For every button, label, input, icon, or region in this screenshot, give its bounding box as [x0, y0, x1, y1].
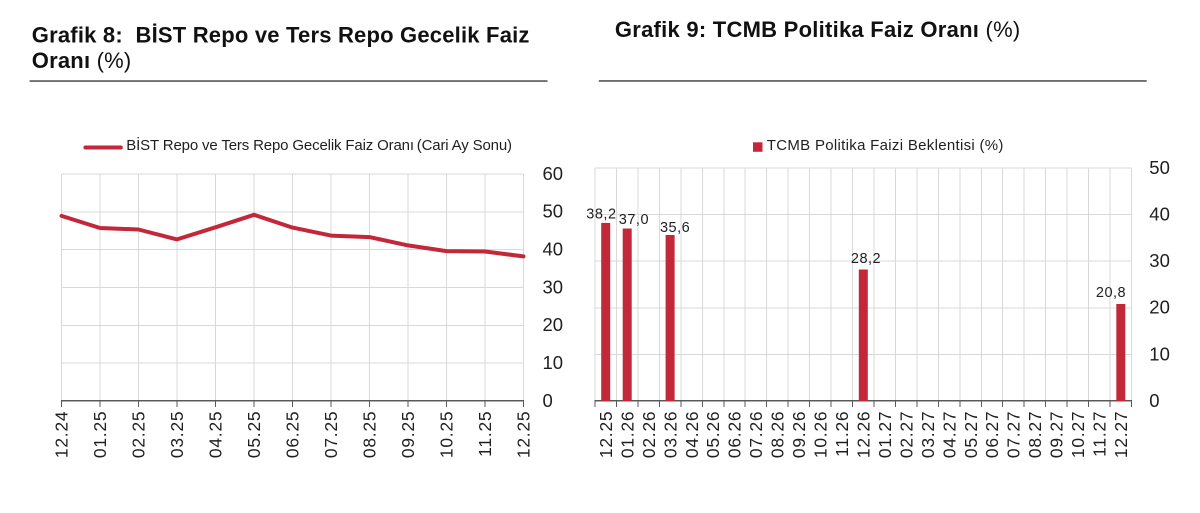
- svg-text:Grafik 8: BİST Repo ve Ters R: Grafik 8: BİST Repo ve Ters Repo Gecelik…: [32, 23, 530, 48]
- svg-text:03.25: 03.25: [167, 411, 187, 459]
- svg-text:05.26: 05.26: [703, 411, 723, 459]
- svg-text:01.27: 01.27: [875, 411, 895, 459]
- svg-text:07.25: 07.25: [321, 411, 341, 459]
- svg-text:10: 10: [1149, 343, 1170, 364]
- svg-text:04.25: 04.25: [206, 411, 226, 459]
- svg-text:02.25: 02.25: [129, 411, 149, 459]
- svg-text:01.26: 01.26: [617, 411, 637, 459]
- svg-text:07.27: 07.27: [1004, 411, 1024, 459]
- svg-text:09.27: 09.27: [1047, 411, 1067, 459]
- svg-text:20: 20: [1149, 297, 1170, 318]
- svg-text:Oranı (%): Oranı (%): [32, 48, 132, 73]
- svg-text:08.27: 08.27: [1025, 411, 1045, 459]
- svg-text:12.27: 12.27: [1111, 411, 1131, 459]
- svg-text:05.27: 05.27: [961, 411, 981, 459]
- svg-text:02.27: 02.27: [896, 411, 916, 459]
- svg-text:10.25: 10.25: [437, 411, 457, 459]
- svg-text:20,8: 20,8: [1096, 285, 1126, 301]
- svg-text:11.27: 11.27: [1090, 411, 1110, 457]
- svg-text:06.25: 06.25: [283, 411, 303, 459]
- svg-text:04.27: 04.27: [939, 411, 959, 459]
- svg-text:03.27: 03.27: [918, 411, 938, 459]
- svg-text:11.25: 11.25: [475, 411, 495, 457]
- svg-text:10.27: 10.27: [1068, 411, 1088, 459]
- svg-text:02.26: 02.26: [639, 411, 659, 459]
- svg-text:09.26: 09.26: [789, 411, 809, 459]
- svg-text:08.26: 08.26: [768, 411, 788, 459]
- svg-text:50: 50: [1149, 157, 1170, 178]
- svg-text:20: 20: [543, 314, 564, 335]
- svg-text:05.25: 05.25: [244, 411, 264, 459]
- svg-text:08.25: 08.25: [360, 411, 380, 459]
- svg-text:Grafik 9: TCMB Politika Faiz O: Grafik 9: TCMB Politika Faiz Oranı (%): [615, 17, 1021, 42]
- svg-text:12.26: 12.26: [854, 411, 874, 459]
- svg-text:12.25: 12.25: [514, 411, 534, 459]
- svg-text:01.25: 01.25: [90, 411, 110, 459]
- svg-text:50: 50: [543, 201, 564, 222]
- svg-text:12.25: 12.25: [596, 411, 616, 459]
- svg-text:06.27: 06.27: [982, 411, 1002, 459]
- svg-text:40: 40: [1149, 203, 1170, 224]
- svg-text:07.26: 07.26: [746, 411, 766, 459]
- svg-text:TCMB Politika Faizi Beklentisi: TCMB Politika Faizi Beklentisi (%): [767, 137, 1004, 154]
- svg-text:10: 10: [543, 352, 564, 373]
- svg-text:10.26: 10.26: [811, 411, 831, 459]
- svg-text:03.26: 03.26: [660, 411, 680, 459]
- svg-text:30: 30: [543, 276, 564, 297]
- svg-text:40: 40: [543, 239, 564, 260]
- svg-text:28,2: 28,2: [851, 251, 881, 267]
- svg-text:04.26: 04.26: [682, 411, 702, 459]
- svg-text:06.26: 06.26: [725, 411, 745, 459]
- svg-text:30: 30: [1149, 250, 1170, 271]
- svg-text:BİST Repo ve Ters Repo Gecelik: BİST Repo ve Ters Repo Gecelik Faiz Oran…: [126, 136, 512, 154]
- svg-text:37,0: 37,0: [619, 212, 649, 228]
- svg-text:35,6: 35,6: [660, 220, 690, 236]
- svg-text:38,2: 38,2: [586, 207, 616, 223]
- svg-text:0: 0: [1149, 390, 1159, 411]
- svg-text:12.24: 12.24: [52, 411, 72, 459]
- svg-text:60: 60: [543, 163, 564, 184]
- svg-text:09.25: 09.25: [398, 411, 418, 459]
- svg-text:0: 0: [543, 390, 553, 411]
- svg-text:11.26: 11.26: [832, 411, 852, 457]
